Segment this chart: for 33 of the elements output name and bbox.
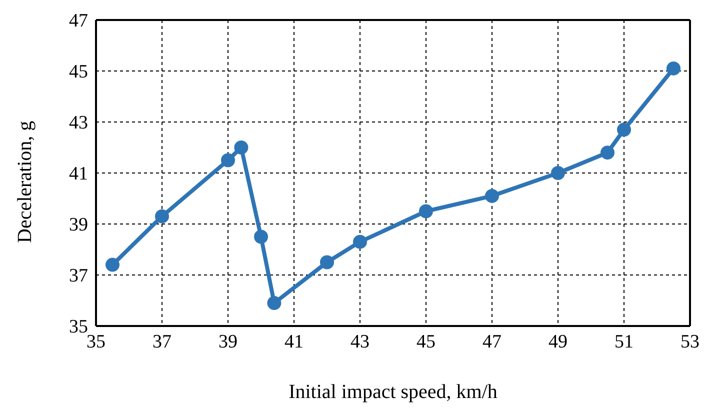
point [320, 255, 334, 270]
y-tick-label: 43 [69, 112, 88, 134]
x-tick-label: 43 [350, 331, 370, 352]
x-tick-label: 47 [482, 331, 502, 352]
y-tick-label: 41 [69, 164, 88, 185]
point [485, 188, 499, 203]
point [419, 204, 433, 218]
x-tick-label: 45 [416, 331, 436, 352]
point [353, 234, 367, 249]
point [666, 61, 680, 76]
point [221, 153, 235, 168]
y-tick-label: 47 [69, 10, 88, 32]
y-tick-label: 35 [69, 316, 88, 338]
x-tick-label: 35 [86, 331, 106, 352]
point [267, 296, 282, 310]
x-tick-label: 53 [680, 331, 700, 352]
point [106, 258, 120, 272]
x-tick-label: 49 [548, 331, 568, 352]
x-tick-label: 39 [218, 331, 238, 352]
y-tick-label: 39 [69, 214, 88, 236]
point [155, 209, 169, 224]
point [600, 146, 614, 160]
x-axis-title: Initial impact speed, km/h [288, 381, 498, 403]
point [617, 122, 631, 137]
y-tick-label: 37 [69, 266, 88, 287]
x-tick-label: 41 [284, 331, 304, 352]
point [234, 140, 248, 154]
x-tick-label: 37 [152, 331, 172, 352]
y-axis-title: Deceleration, g [14, 120, 36, 243]
y-tick-label: 45 [69, 62, 88, 83]
point [254, 230, 268, 244]
point [551, 166, 565, 180]
x-tick-label: 51 [614, 331, 634, 352]
